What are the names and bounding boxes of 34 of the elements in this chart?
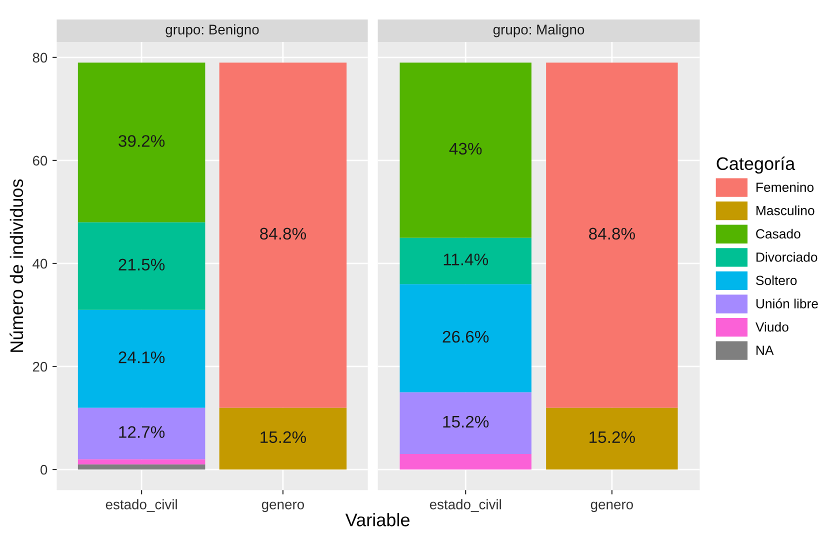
y-tick-label: 0 — [40, 464, 48, 475]
y-tick-label: 80 — [32, 52, 48, 63]
legend-title: Categoría — [716, 156, 796, 174]
y-axis-title: Número de individuos — [10, 179, 24, 352]
y-tick-label: 40 — [32, 258, 48, 269]
legend-label: Casado — [756, 228, 800, 239]
legend-label: Divorciado — [756, 252, 818, 262]
annotation: 11.4% — [444, 254, 488, 266]
x-tick-label: genero — [590, 502, 633, 512]
annotation: 39.2% — [118, 135, 165, 147]
chart-title: grupo: Maligno — [493, 24, 584, 38]
annotation: 26.6% — [442, 330, 489, 343]
x-tick-label: estado_civil — [430, 499, 501, 512]
x-axis-title: Variable — [345, 513, 410, 526]
annotation: 15.2% — [260, 431, 306, 444]
chart-title: grupo: Benigno — [166, 24, 259, 38]
annotation: 12.7% — [119, 426, 165, 438]
annotation: 24.1% — [118, 351, 165, 364]
legend-label: Unión libre — [756, 298, 818, 308]
annotation: 15.2% — [590, 431, 635, 444]
legend-label: Viudo — [755, 322, 788, 332]
annotation: 43% — [449, 142, 482, 155]
annotation: 84.8% — [260, 228, 306, 240]
legend-label: NA — [756, 346, 774, 355]
x-tick-label: estado_civil — [106, 499, 177, 512]
legend-label: Soltero — [756, 275, 797, 286]
annotation: 15.2% — [443, 416, 489, 428]
y-tick-label: 20 — [32, 362, 48, 372]
annotation: 84.8% — [589, 228, 635, 240]
annotation: 21.5% — [118, 258, 165, 271]
x-tick-label: genero — [262, 502, 304, 512]
y-tick-label: 60 — [32, 156, 48, 166]
legend-label: Femenino — [756, 182, 814, 192]
legend-label: Masculino — [756, 206, 814, 216]
